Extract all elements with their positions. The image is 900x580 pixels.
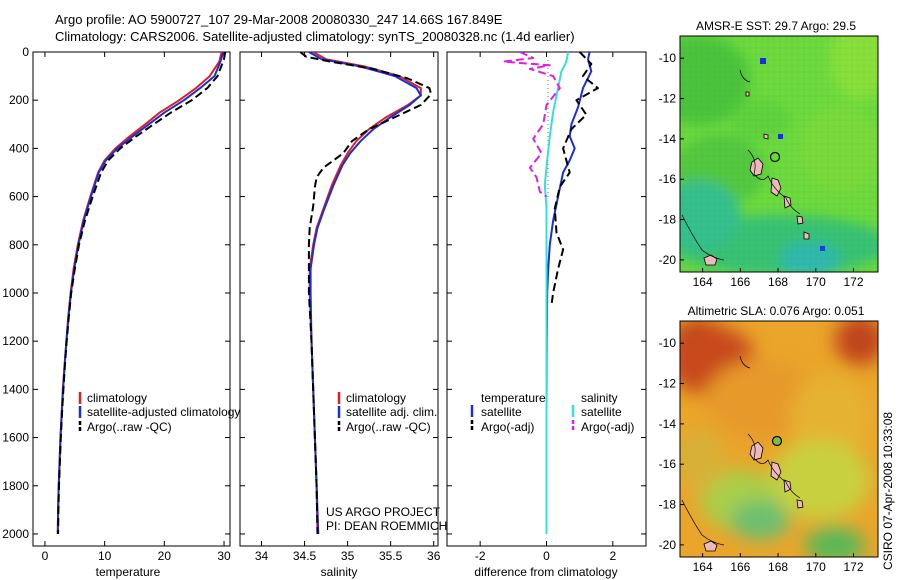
y-tick-label: 400 bbox=[9, 141, 29, 155]
map-y-tick-label: -16 bbox=[659, 172, 677, 186]
x-tick-label: 35.5 bbox=[379, 549, 403, 563]
coastline-outlines bbox=[681, 69, 801, 261]
legend-label-argo: Argo(..raw -QC) bbox=[87, 420, 172, 434]
series-line-argo-adj bbox=[550, 52, 599, 306]
map-x-tick-label: 172 bbox=[843, 275, 863, 289]
x-tick-label: 34 bbox=[255, 549, 269, 563]
series-line-satellite-adj-clim bbox=[308, 52, 422, 535]
legend-label-argo: Argo(..raw -QC) bbox=[346, 420, 431, 434]
map-y-tick-label: -10 bbox=[659, 336, 677, 350]
map-y-tick-label: -20 bbox=[659, 538, 677, 552]
y-tick-label: 200 bbox=[9, 93, 29, 107]
map-x-tick-label: 166 bbox=[730, 275, 750, 289]
map-y-tick-label: -20 bbox=[659, 253, 677, 267]
difference-legend: temperature satellite Argo(-adj) salinit… bbox=[470, 391, 634, 434]
legend-label-temp-satellite: satellite bbox=[481, 405, 522, 419]
series-line-argo-raw-qc bbox=[57, 52, 227, 535]
series-line-satellite bbox=[543, 52, 570, 534]
map-x-tick-label: 166 bbox=[730, 560, 750, 574]
legend-label-sal-satellite: satellite bbox=[581, 405, 622, 419]
map-y-tick-label: -14 bbox=[659, 132, 677, 146]
map-x-tick-label: 168 bbox=[768, 560, 788, 574]
temperature-legend: climatology satellite-adjusted climatolo… bbox=[78, 391, 240, 434]
legend-label-satellite-adj: satellite adj. clim. bbox=[346, 405, 437, 419]
legend-label-climatology: climatology bbox=[87, 391, 147, 405]
series-line-argo-raw-qc bbox=[299, 52, 433, 535]
temperature-panel: 0 10 20 30 0 200 400 600 800 1000 1200 1400 1600 1800… bbox=[2, 45, 240, 579]
salinity-plot-area bbox=[239, 51, 439, 547]
y-tick-label: 1000 bbox=[2, 286, 29, 300]
y-tick-label: 2000 bbox=[2, 527, 29, 541]
sla-map-frame bbox=[679, 320, 879, 558]
map-x-tick-label: 172 bbox=[843, 560, 863, 574]
sla-coastline-outlines bbox=[681, 355, 801, 546]
difference-panel: -2 0 2 difference from climatology tempera… bbox=[446, 51, 647, 579]
map-y-tick-label: -12 bbox=[659, 377, 677, 391]
map-x-tick-label: 164 bbox=[693, 560, 713, 574]
timestamp-label: CSIRO 07-Apr-2008 10:33:08 bbox=[881, 412, 895, 570]
x-tick-label: 0 bbox=[543, 549, 550, 563]
y-tick-label: 800 bbox=[9, 238, 29, 252]
series-line-argo-adj bbox=[502, 52, 561, 198]
y-tick-label: 1800 bbox=[2, 479, 29, 493]
legend-label-temp-argo: Argo(-adj) bbox=[481, 420, 534, 434]
map-y-tick-label: -12 bbox=[659, 92, 677, 106]
sla-map-panel: Altimetric SLA: 0.076 Argo: 0.051 bbox=[659, 304, 879, 574]
sla-coastline-islands bbox=[703, 441, 804, 552]
figure-title-line1: Argo profile: AO 5900727_107 29-Mar-2008… bbox=[55, 12, 503, 27]
sst-map-panel: AMSR-E SST: 29.7 Argo: 29.5 bbox=[659, 19, 879, 289]
x-tick-label: 30 bbox=[217, 549, 231, 563]
coastline-islands bbox=[703, 91, 810, 266]
salinity-legend: climatology satellite adj. clim. Argo(..… bbox=[337, 391, 437, 434]
map-y-tick-label: -14 bbox=[659, 417, 677, 431]
sla-map-title: Altimetric SLA: 0.076 Argo: 0.051 bbox=[688, 304, 865, 318]
x-tick-label: 10 bbox=[98, 549, 112, 563]
map-y-tick-label: -16 bbox=[659, 457, 677, 471]
sst-map-title: AMSR-E SST: 29.7 Argo: 29.5 bbox=[696, 19, 856, 33]
sla-argo-position-marker bbox=[771, 435, 783, 447]
x-tick-label: -2 bbox=[475, 549, 486, 563]
sst-cold-pixel bbox=[760, 58, 766, 64]
salinity-xlabel: salinity bbox=[321, 565, 358, 579]
sst-cold-pixel bbox=[820, 246, 825, 251]
legend-label-sal-argo: Argo(-adj) bbox=[581, 420, 634, 434]
salinity-panel: 34 34.5 35 35.5 36 salinity climatology sate… bbox=[239, 51, 447, 579]
x-tick-label: 34.5 bbox=[293, 549, 317, 563]
credit-pi: PI: DEAN ROEMMICH bbox=[326, 519, 447, 533]
sst-argo-position-marker bbox=[769, 151, 781, 163]
x-tick-label: 35 bbox=[341, 549, 355, 563]
x-tick-label: 2 bbox=[609, 549, 616, 563]
map-x-tick-label: 170 bbox=[806, 560, 826, 574]
map-x-tick-label: 170 bbox=[806, 275, 826, 289]
figure-title-line2: Climatology: CARS2006. Satellite-adjuste… bbox=[55, 29, 575, 44]
x-tick-label: 0 bbox=[42, 549, 49, 563]
y-tick-label: 1400 bbox=[2, 382, 29, 396]
x-tick-label: 20 bbox=[158, 549, 172, 563]
legend-header-salinity: salinity bbox=[581, 391, 618, 405]
temperature-plot-area bbox=[32, 51, 231, 547]
temperature-xlabel: temperature bbox=[96, 565, 161, 579]
map-x-tick-label: 164 bbox=[693, 275, 713, 289]
x-tick-label: 36 bbox=[427, 549, 441, 563]
map-y-tick-label: -10 bbox=[659, 51, 677, 65]
y-tick-label: 1200 bbox=[2, 334, 29, 348]
credit-project: US ARGO PROJECT bbox=[326, 505, 441, 519]
sst-field bbox=[680, 36, 878, 272]
map-y-tick-label: -18 bbox=[659, 213, 677, 227]
map-x-tick-label: 168 bbox=[768, 275, 788, 289]
sla-field bbox=[680, 321, 878, 557]
sst-map-frame bbox=[679, 35, 879, 273]
legend-label-climatology: climatology bbox=[346, 391, 406, 405]
legend-label-satellite-adjusted: satellite-adjusted climatology bbox=[87, 405, 240, 419]
y-tick-label: 1600 bbox=[2, 431, 29, 445]
legend-header-temperature: temperature bbox=[481, 391, 546, 405]
sst-cold-pixel bbox=[778, 134, 783, 139]
y-tick-label: 0 bbox=[22, 45, 29, 59]
map-y-tick-label: -18 bbox=[659, 498, 677, 512]
y-tick-label: 600 bbox=[9, 190, 29, 204]
difference-xlabel: difference from climatology bbox=[474, 565, 617, 579]
